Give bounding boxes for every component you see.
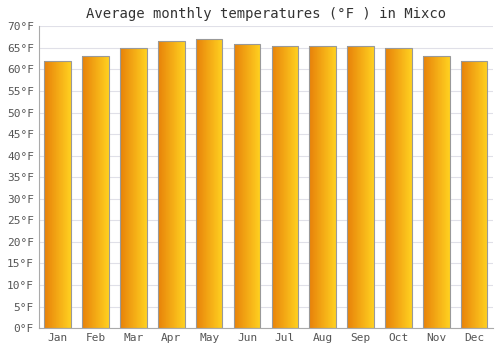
Bar [385,48,411,328]
Bar [196,39,222,328]
Bar [44,61,71,328]
Bar [461,61,487,328]
Bar [348,46,374,328]
Bar [120,48,146,328]
Bar [310,46,336,328]
Bar [423,56,450,328]
Bar [158,41,184,328]
Bar [234,43,260,328]
Bar [82,56,109,328]
Bar [272,46,298,328]
Title: Average monthly temperatures (°F ) in Mixco: Average monthly temperatures (°F ) in Mi… [86,7,446,21]
